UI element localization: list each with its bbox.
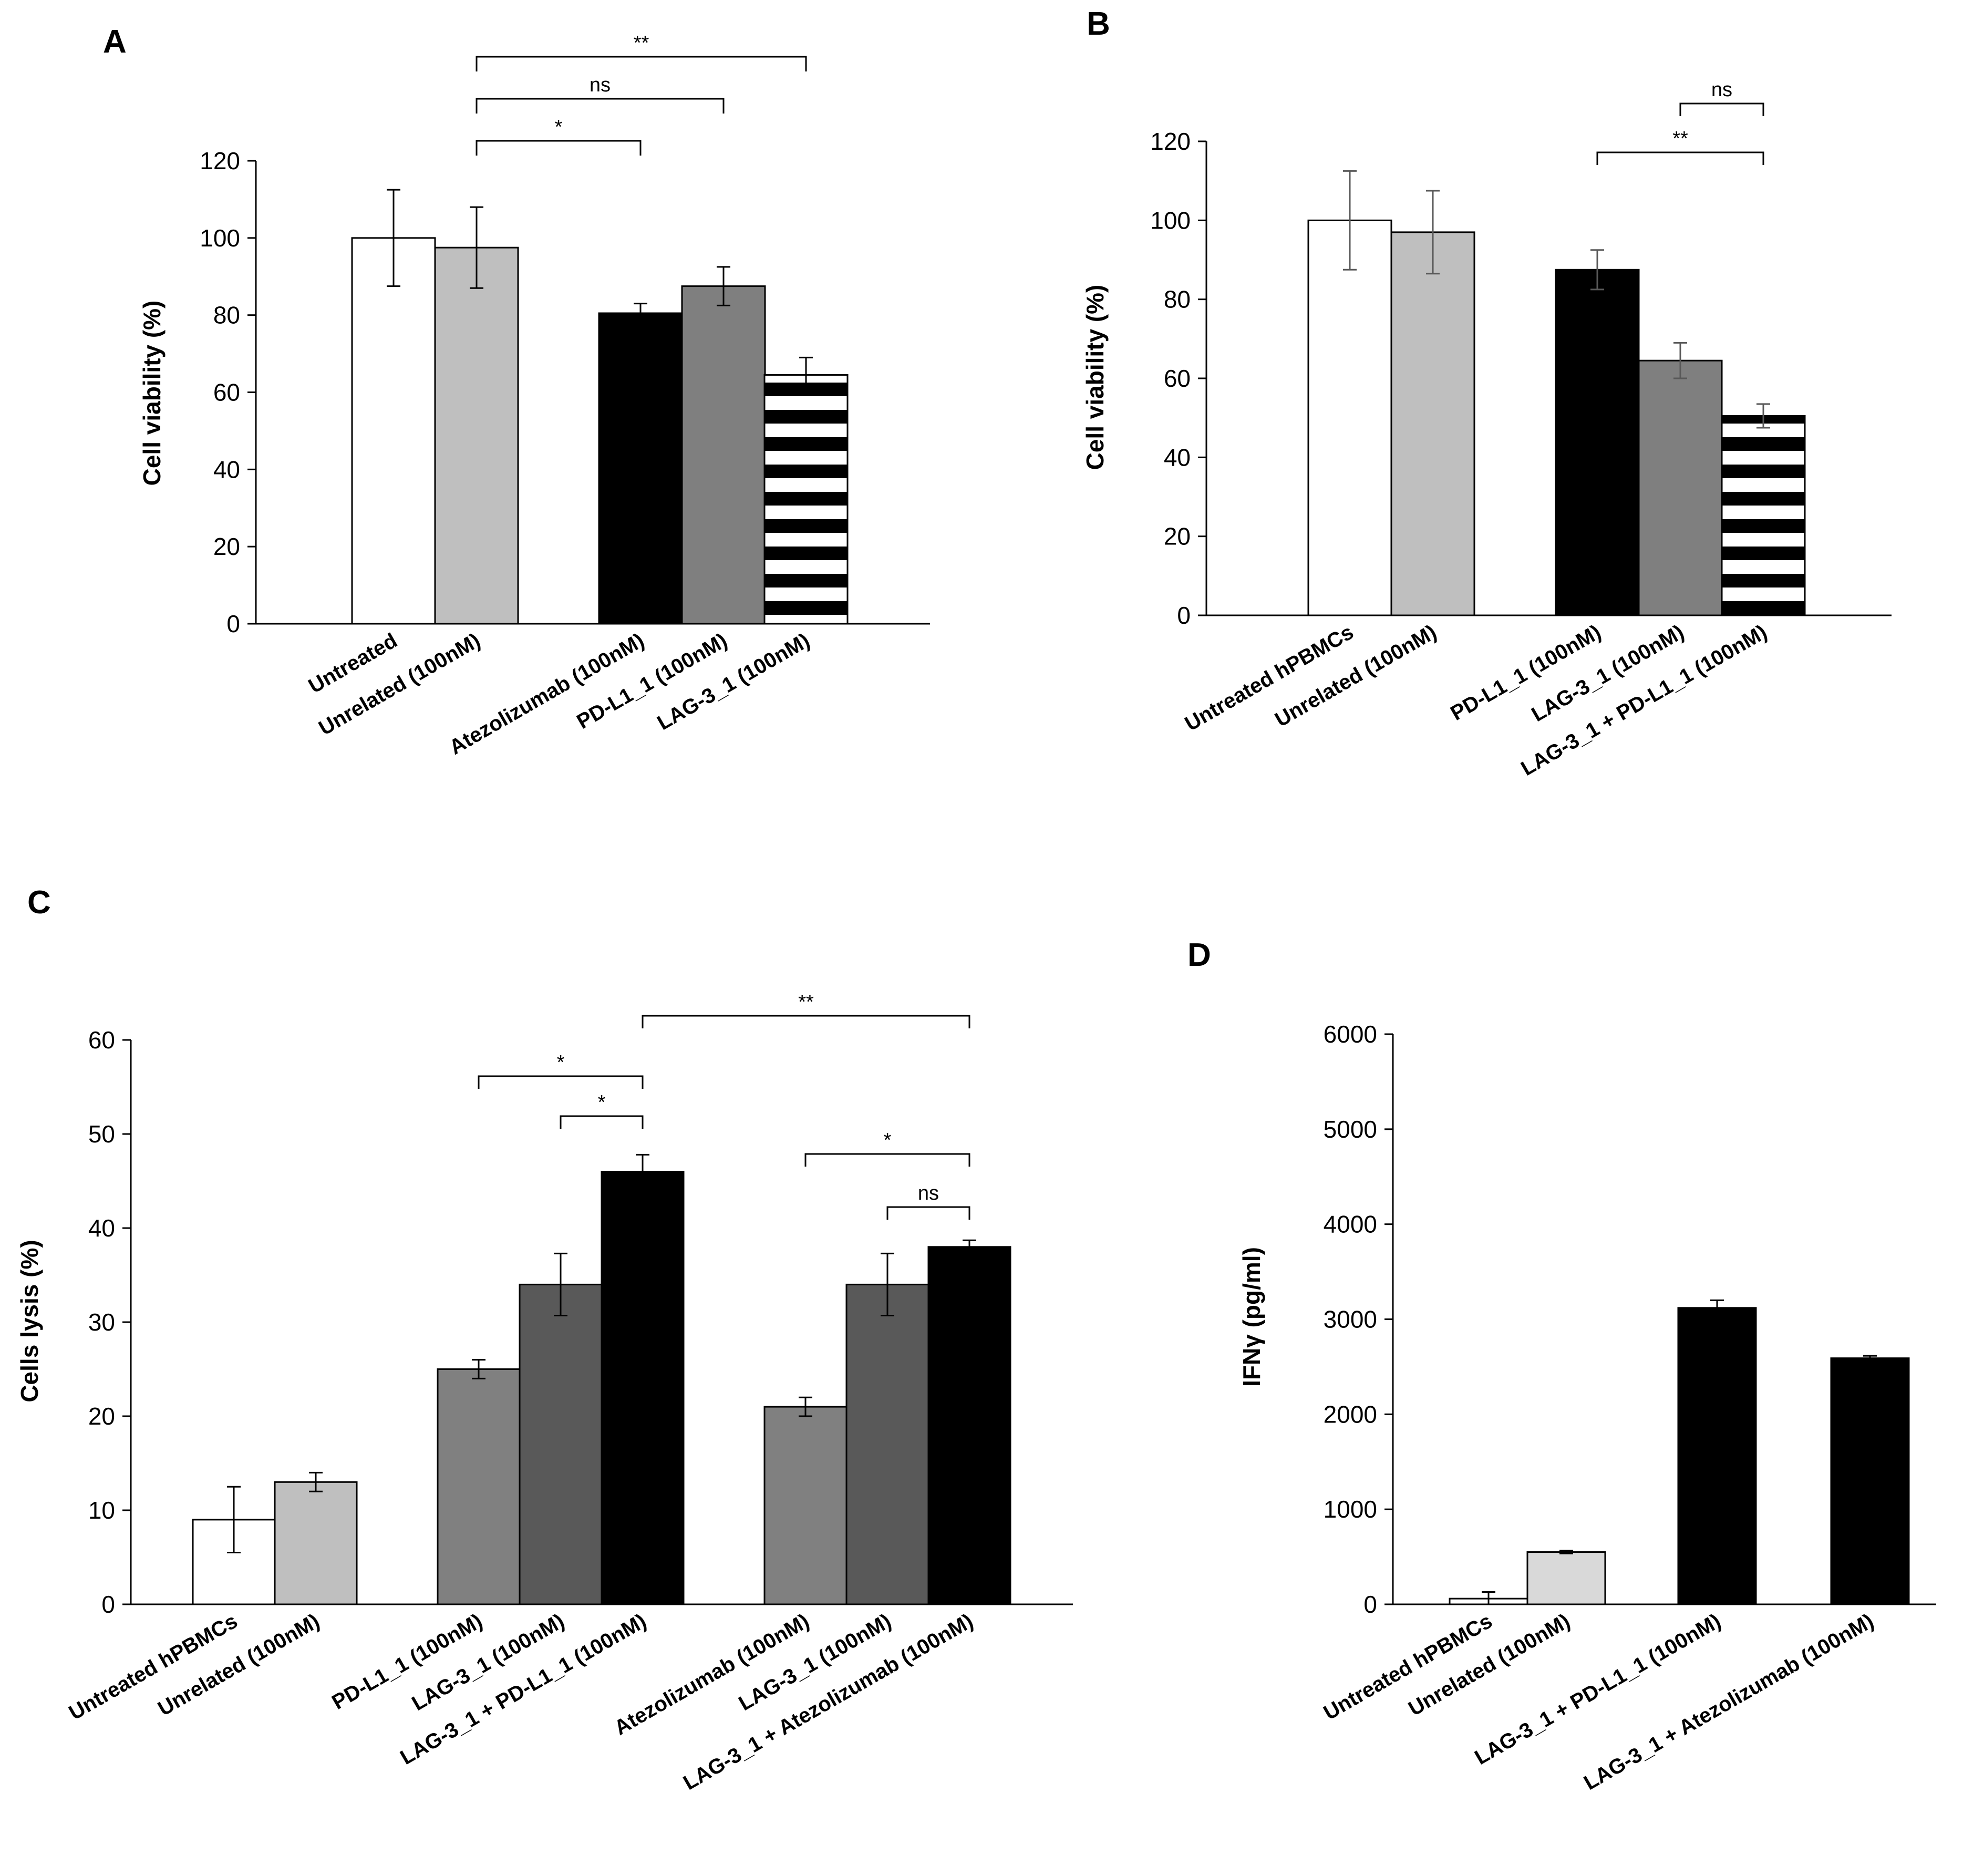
panel-b-y-tick-label: 0 [1177,602,1191,629]
panel-c-category-label: PD-L1_1 (100nM) [328,1610,486,1714]
panel-c-letter: C [27,884,51,921]
panel-a-bar [763,374,849,625]
panel-c-bar [763,1406,848,1605]
panel-d-chart: D IFNγ (pg/ml) 0 1000 2000 3000 4000 5000 6000… [1187,937,1936,1795]
panel-a-y-axis-label: Cell viability (%) [138,301,166,486]
panel-d-y-tick-label: 6000 [1324,1021,1377,1048]
panel-a-category-label: PD-L1_1 (100nM) [573,629,731,734]
panel-d-bar [1526,1551,1606,1605]
panel-c-y-tick-label: 10 [88,1497,115,1524]
panel-c-bar [274,1481,358,1605]
panel-b-y-tick-label: 120 [1150,128,1191,155]
panel-c-significance-label: * [557,1052,565,1074]
panel-d-y-tick-label: 2000 [1324,1400,1377,1428]
panel-b-bar [1721,415,1806,616]
panel-a-bar [681,285,766,625]
panel-b-bar [1307,219,1392,616]
panel-c-y-tick-label: 40 [88,1214,115,1242]
panel-b-chart: B Cell viability (%) 020406080100120Untr… [1081,6,1892,780]
panel-c-category-label: LAG-3_1 + Atezolizumab (100nM) [679,1610,977,1795]
panel-a-bar [351,237,436,625]
panel-b-letter: B [1087,6,1110,42]
panel-d-bar [1677,1307,1757,1605]
panel-a-y-tick-label: 40 [213,456,240,483]
panel-b-significance-bracket [1679,102,1764,116]
panel-a-y-tick-label: 20 [213,533,240,560]
panel-d-y-tick-label: 3000 [1324,1306,1377,1333]
panel-d-y-axis-label: IFNγ (pg/ml) [1238,1247,1265,1387]
panel-d-category-label: LAG-3_1 + PD-L1_1 (100nM) [1471,1610,1724,1769]
panel-c-significance-bracket [886,1206,970,1220]
panel-c-bar [601,1171,685,1605]
panel-d-bar [1830,1357,1910,1605]
panel-c-significance-label: * [884,1129,892,1151]
panel-b-significance-label: ** [1672,128,1688,150]
panel-d-y-tick-label: 4000 [1324,1211,1377,1238]
panel-a-bar [434,246,519,625]
panel-d-letter: D [1187,937,1211,973]
panel-a-letter: A [103,24,127,60]
panel-d-y-tick-label: 5000 [1324,1116,1377,1143]
panel-c-y-tick-label: 30 [88,1308,115,1336]
panel-a-category-label: Unrelated (100nM) [315,629,484,740]
panel-a-category-label: LAG-3_1 (100nM) [654,629,814,735]
panel-b-y-tick-label: 40 [1164,444,1191,471]
panel-c-significance-bracket [478,1075,644,1089]
panel-c-bar [437,1368,521,1605]
panel-c-y-tick-label: 60 [88,1026,115,1054]
panel-d-y-tick-label: 0 [1363,1591,1377,1618]
panel-a-y-tick-label: 80 [213,302,240,329]
panel-b-category-label: Unrelated (100nM) [1271,621,1440,731]
panel-d-category-label: LAG-3_1 + Atezolizumab (100nM) [1580,1610,1877,1795]
panel-c-y-tick-label: 20 [88,1403,115,1430]
panel-b-y-tick-label: 60 [1164,365,1191,392]
panel-a-significance-label: * [555,116,563,138]
panel-c-bar [927,1246,1011,1605]
panel-c-chart: C Cells lysis (%) 0102030405060Untreated… [16,884,1073,1795]
panel-a-bar [598,312,683,625]
panel-c-significance-bracket [560,1115,644,1129]
panel-b-bar [1638,359,1723,616]
panel-c-y-tick-label: 50 [88,1120,115,1148]
panel-b-y-tick-label: 80 [1164,286,1191,313]
panel-c-significance-label: * [598,1091,606,1114]
panel-c-bar [519,1283,603,1605]
panel-c-significance-bracket [804,1153,970,1167]
panel-c-bar [845,1283,929,1605]
panel-a-y-tick-label: 100 [200,224,240,252]
panel-a-significance-bracket [476,56,807,71]
panel-b-y-axis-label: Cell viability (%) [1081,285,1109,470]
panel-b-y-tick-label: 100 [1150,207,1191,234]
panel-a-significance-bracket [476,98,725,114]
panel-c-y-tick-label: 0 [101,1591,115,1618]
panel-a-significance-label: ** [634,32,649,54]
panel-c-significance-bracket [642,1015,970,1028]
panel-c-significance-label: ns [918,1182,939,1204]
panel-b-significance-label: ns [1711,79,1732,101]
panel-b-category-label: PD-L1_1 (100nM) [1446,621,1605,725]
panel-a-y-tick-label: 60 [213,379,240,406]
panel-b-bar [1555,269,1640,616]
panel-a-y-tick-label: 120 [200,147,240,174]
panel-a-chart: A Cell viability (%) 020406080100120Untr… [103,24,930,759]
panel-c-significance-label: ** [798,991,814,1013]
panel-a-significance-label: ns [590,74,611,96]
panel-a-y-tick-label: 0 [226,610,240,637]
panel-c-y-axis-label: Cells lysis (%) [16,1240,43,1402]
panel-a-significance-bracket [476,140,642,156]
panel-b-y-tick-label: 20 [1164,523,1191,550]
panel-d-y-tick-label: 1000 [1324,1496,1377,1523]
panel-b-significance-bracket [1596,151,1764,165]
panel-b-bar [1390,231,1475,616]
